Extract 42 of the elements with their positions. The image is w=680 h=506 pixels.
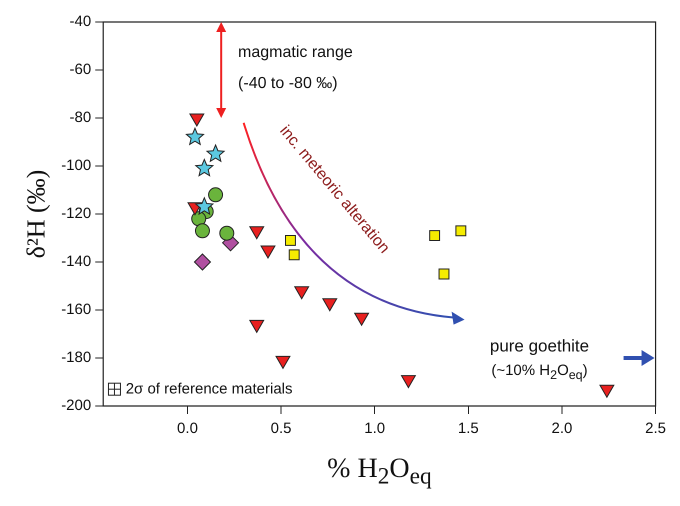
- x-tick-label: 2.0: [552, 420, 572, 438]
- annotation: (~10% H$_{2}$O$_{eq}$): [491, 362, 588, 382]
- point: [186, 128, 204, 145]
- point: [285, 234, 296, 246]
- point: [276, 356, 290, 369]
- point: [400, 375, 416, 388]
- annotation: (-40 to -80 ‰): [238, 75, 338, 92]
- x-tick-label: 1.5: [458, 420, 479, 438]
- y-tick-label: -40: [70, 13, 92, 30]
- y-tick-label: -100: [61, 157, 92, 174]
- x-tick-label: 0.5: [270, 420, 292, 438]
- y-tick-label: -60: [70, 61, 92, 78]
- point: [455, 225, 466, 236]
- x-tick-label: 2.5: [645, 420, 666, 438]
- y-tick-label: -180: [61, 349, 92, 366]
- y-axis-title: δ²H (‰): [21, 170, 50, 258]
- y-tick-label: -200: [61, 397, 92, 414]
- point: [322, 298, 338, 312]
- point: [195, 197, 214, 215]
- point: [438, 268, 450, 280]
- annotation: 2σ of reference materials: [126, 380, 293, 398]
- x-tick-label: 1.0: [364, 420, 386, 438]
- annotation: pure goethite: [490, 336, 590, 356]
- annotation: magmatic range: [238, 44, 353, 62]
- point: [288, 249, 300, 260]
- point: [194, 223, 210, 238]
- y-tick-label: -160: [61, 301, 92, 318]
- point: [206, 144, 225, 162]
- x-axis-title: % H$_{2}$O$_{eq}$: [327, 452, 432, 492]
- point: [294, 286, 310, 300]
- y-tick-label: -140: [61, 253, 92, 270]
- point: [195, 158, 214, 176]
- y-tick-label: -120: [61, 205, 92, 222]
- x-tick-label: 0.0: [177, 420, 198, 438]
- point: [429, 230, 440, 242]
- point: [249, 320, 264, 333]
- y-tick-label: -80: [70, 109, 92, 126]
- point: [208, 187, 224, 202]
- point: [194, 254, 211, 270]
- point: [354, 312, 370, 326]
- point: [219, 226, 234, 241]
- point: [599, 384, 614, 398]
